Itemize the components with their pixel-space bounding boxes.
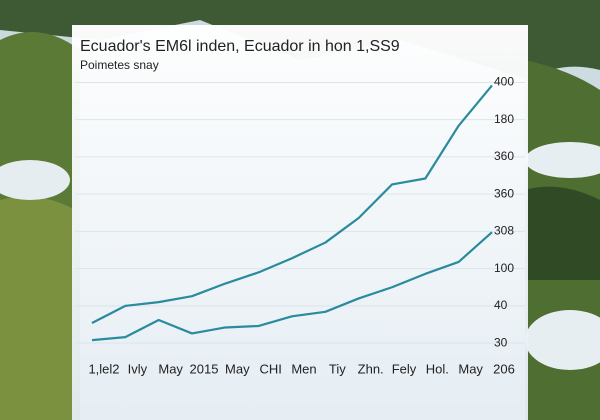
y-tick-label: 308 xyxy=(494,224,514,238)
y-tick-label: 360 xyxy=(494,186,514,200)
y-tick-label: 400 xyxy=(494,75,514,89)
x-tick-label: May xyxy=(225,361,250,376)
chart-card xyxy=(72,25,528,420)
x-tick-label: May xyxy=(458,361,483,376)
y-tick-label: 360 xyxy=(494,149,514,163)
x-tick-label: May xyxy=(158,361,183,376)
x-tick-label: Tiy xyxy=(329,361,346,376)
x-tick-label: 1,lel2 xyxy=(88,361,119,376)
x-tick-label: Ivly xyxy=(128,361,148,376)
chart-title: Ecuador's EM6l inden, Ecuador in hon 1,S… xyxy=(80,38,400,55)
x-tick-label: CHI xyxy=(259,361,281,376)
x-tick-label: Zhn. xyxy=(358,361,384,376)
y-tick-label: 40 xyxy=(494,298,508,312)
line-series xyxy=(91,84,493,324)
x-tick-label: 206 xyxy=(493,361,515,376)
chart-subtitle: Poimetes snay xyxy=(80,58,159,72)
x-tick-label: Men xyxy=(291,361,316,376)
x-tick-label: Hol. xyxy=(426,361,449,376)
line-series xyxy=(91,231,493,342)
x-tick-label: 2015 xyxy=(190,361,219,376)
y-tick-label: 30 xyxy=(494,335,508,349)
y-tick-label: 180 xyxy=(494,112,514,126)
x-tick-label: Fely xyxy=(392,361,417,376)
y-tick-label: 100 xyxy=(494,261,514,275)
